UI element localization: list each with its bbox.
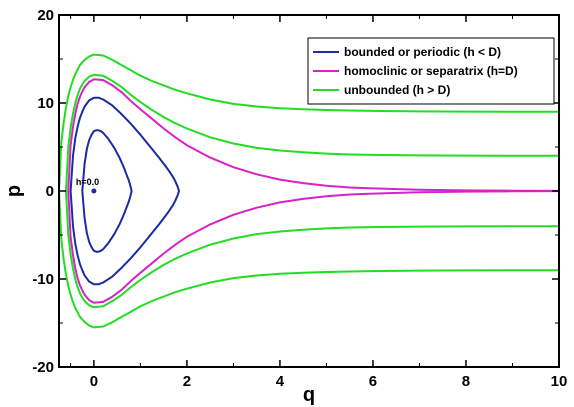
x-tick-label: 8 bbox=[462, 373, 470, 390]
y-tick-label: 0 bbox=[46, 183, 54, 200]
axis-ticks: 0 2 4 6 8 10 -20 -10 0 10 20 bbox=[32, 7, 567, 390]
y-tick-label: -10 bbox=[32, 271, 54, 288]
legend-box bbox=[307, 37, 555, 105]
legend-entries: bounded or periodic (h < D) homoclinic or… bbox=[313, 45, 518, 97]
y-axis-title: p bbox=[3, 185, 25, 197]
y-tick-label: -20 bbox=[32, 359, 54, 376]
curve-3 bbox=[67, 78, 559, 304]
legend-label: bounded or periodic (h < D) bbox=[344, 45, 501, 59]
annotation-text: h=0.0 bbox=[76, 177, 99, 187]
x-axis-title: q bbox=[303, 384, 315, 406]
legend-label: unbounded (h > D) bbox=[344, 83, 450, 97]
annotation-group: h=0.0 bbox=[76, 177, 99, 194]
x-tick-label: 10 bbox=[551, 373, 568, 390]
x-tick-label: 6 bbox=[369, 373, 377, 390]
curve-5 bbox=[59, 53, 559, 329]
legend: bounded or periodic (h < D) homoclinic or… bbox=[307, 37, 555, 105]
legend-label: homoclinic or separatrix (h=D) bbox=[344, 64, 518, 78]
x-tick-label: 4 bbox=[276, 373, 285, 390]
curve-2 bbox=[69, 96, 180, 286]
y-tick-label: 10 bbox=[37, 95, 54, 112]
curve-4 bbox=[65, 73, 559, 309]
curve-1 bbox=[81, 129, 133, 253]
x-tick-label: 2 bbox=[183, 373, 191, 390]
x-tick-label: 0 bbox=[90, 373, 98, 390]
curves-layer bbox=[59, 53, 559, 329]
y-tick-label: 20 bbox=[37, 7, 54, 24]
annotation-marker bbox=[91, 188, 97, 194]
